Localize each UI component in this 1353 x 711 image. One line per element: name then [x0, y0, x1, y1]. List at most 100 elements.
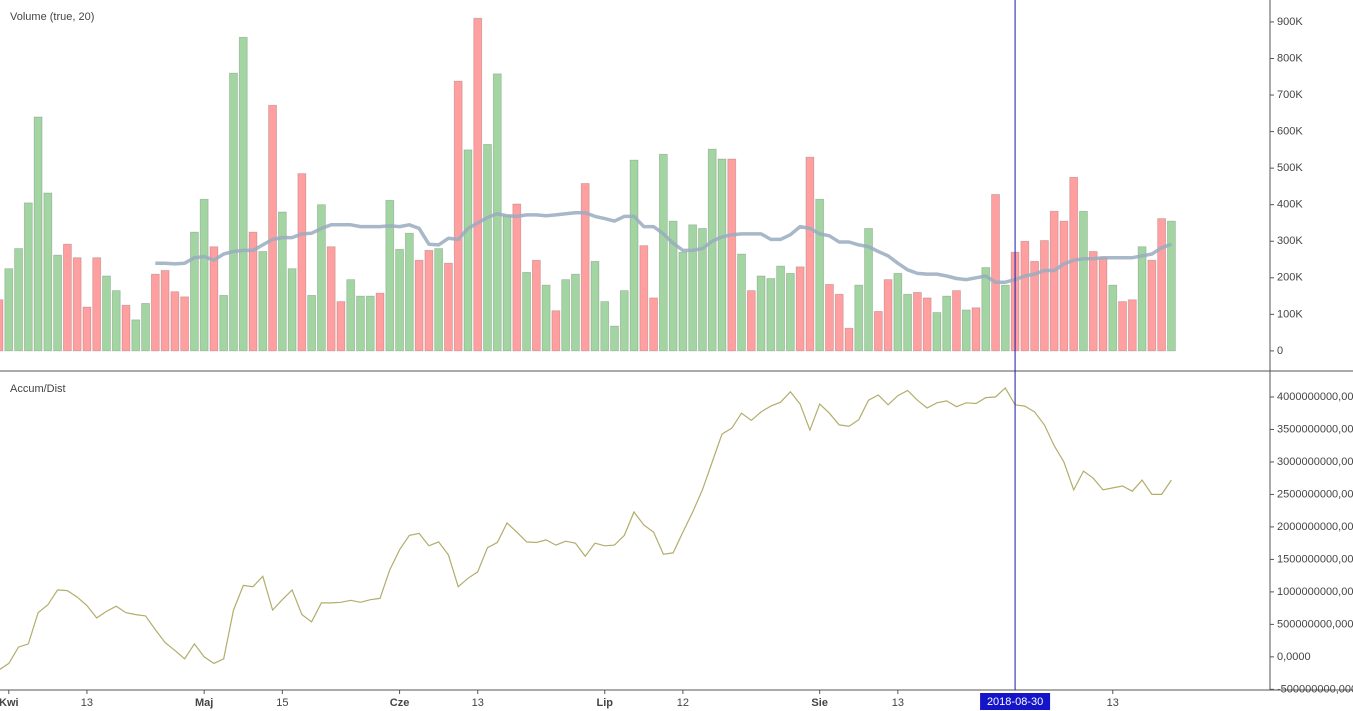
volume-bar — [268, 104, 277, 352]
volume-bar — [150, 273, 160, 352]
volume-bar — [834, 293, 844, 352]
volume-bar — [121, 304, 131, 352]
volume-bar — [698, 228, 707, 352]
volume-bar — [942, 295, 952, 352]
volume-bar — [961, 309, 971, 352]
volume-bar — [952, 290, 961, 352]
volume-bar — [453, 80, 463, 352]
volume-bar — [180, 296, 190, 352]
volume-bar — [189, 231, 199, 352]
x-tick-label: Lip — [596, 697, 613, 709]
volume-bar — [1088, 251, 1098, 352]
volume-bar — [991, 194, 1000, 352]
volume-bar — [463, 149, 473, 352]
volume-bar — [1127, 299, 1137, 352]
volume-bar — [629, 159, 639, 352]
volume-bar — [502, 215, 512, 352]
volume-bar — [678, 251, 688, 352]
crosshair-label-box — [980, 693, 1051, 710]
volume-bar — [1069, 176, 1079, 352]
volume-bar — [1059, 220, 1069, 352]
volume-bar — [571, 273, 580, 352]
volume-bar — [297, 173, 307, 352]
y-tick-label: 0 — [1277, 345, 1283, 357]
volume-bar — [1020, 240, 1030, 352]
volume-bar — [541, 284, 551, 352]
x-tick-label: Kwi — [0, 697, 19, 709]
x-tick-label: 15 — [276, 697, 288, 709]
volume-bar — [404, 232, 414, 352]
y-tick-label: 600K — [1277, 125, 1303, 137]
x-tick-label: 13 — [1107, 697, 1119, 709]
volume-bar — [219, 294, 229, 352]
x-tick-label: Cze — [390, 697, 410, 709]
y-tick-label: -500000000,0000 — [1277, 683, 1353, 695]
volume-bar — [248, 231, 258, 352]
volume-bar — [434, 248, 444, 352]
volume-bar — [805, 156, 815, 352]
volume-bar — [1147, 259, 1157, 352]
volume-bar — [258, 251, 268, 352]
volume-bar — [23, 202, 33, 352]
volume-bar — [649, 297, 658, 352]
y-tick-label: 1000000000,0000 — [1277, 586, 1353, 598]
volume-bar — [1039, 240, 1049, 352]
y-tick-label: 3500000000,0000 — [1277, 423, 1353, 435]
volume-bar — [785, 273, 795, 352]
volume-bar — [365, 295, 375, 352]
volume-bar — [1098, 257, 1108, 352]
accum-dist-line — [0, 386, 1172, 670]
volume-bar — [1000, 284, 1010, 352]
volume-bar — [199, 198, 209, 352]
moving-average-line — [155, 210, 1173, 284]
volume-bar — [883, 279, 893, 352]
volume-bar — [356, 295, 365, 352]
volume-bar — [776, 265, 785, 352]
volume-bar — [72, 257, 82, 352]
panel-title: Volume (true, 20) — [10, 11, 94, 23]
volume-bar — [864, 228, 873, 352]
volume-bar — [102, 275, 111, 352]
volume-bar — [346, 279, 356, 352]
volume-bar — [0, 299, 4, 352]
volume-bar — [561, 279, 571, 352]
volume-bar — [92, 257, 102, 352]
volume-bar — [395, 248, 404, 352]
volume-bar — [717, 158, 727, 352]
volume-bar — [580, 183, 590, 352]
y-tick-label: 2500000000,0000 — [1277, 488, 1353, 500]
volume-bar — [746, 290, 756, 352]
x-tick-label: 13 — [81, 697, 93, 709]
volume-bar — [170, 291, 180, 352]
volume-bar — [688, 224, 698, 352]
y-tick-label: 400K — [1277, 199, 1303, 211]
volume-bar — [483, 143, 492, 352]
volume-bar — [932, 312, 942, 352]
volume-bar — [4, 268, 14, 352]
volume-bar — [854, 284, 864, 352]
y-tick-label: 100K — [1277, 308, 1303, 320]
x-tick-label: 12 — [677, 697, 689, 709]
volume-bar — [600, 301, 610, 352]
volume-bar — [141, 302, 150, 352]
volume-bar — [326, 246, 336, 352]
volume-bar — [658, 153, 668, 352]
y-tick-label: 3000000000,0000 — [1277, 456, 1353, 468]
volume-bar — [825, 283, 834, 352]
volume-bar — [385, 199, 395, 352]
volume-bar — [1137, 246, 1147, 352]
x-tick-label: 13 — [472, 697, 484, 709]
volume-bar — [531, 259, 541, 352]
volume-bar — [1108, 284, 1118, 352]
crosshair-label: 2018-08-30 — [987, 696, 1043, 708]
x-tick-label: 13 — [892, 697, 904, 709]
volume-bar — [707, 148, 717, 352]
volume-bar — [1049, 210, 1059, 352]
volume-bar — [512, 203, 522, 352]
volume-bar — [82, 306, 92, 352]
volume-bar — [727, 158, 737, 352]
volume-bar — [844, 327, 854, 352]
y-tick-label: 200K — [1277, 272, 1303, 284]
y-tick-label: 900K — [1277, 16, 1303, 28]
volume-bar — [1079, 210, 1088, 352]
